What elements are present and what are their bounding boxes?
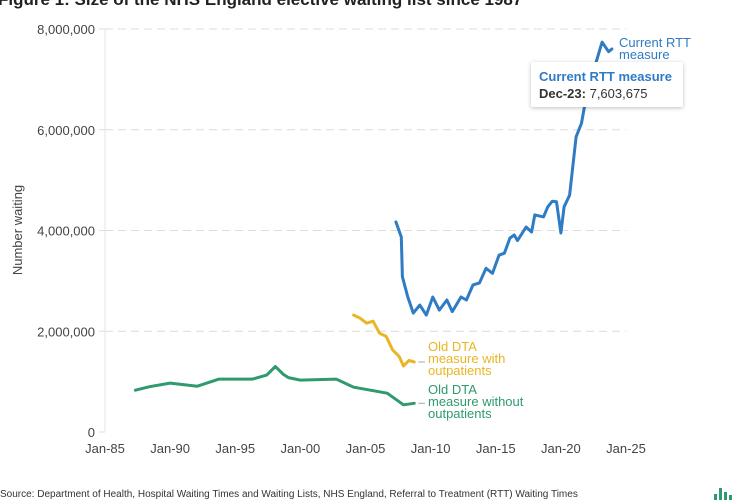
x-tick-label: Jan-20 <box>541 441 581 456</box>
series-line-0[interactable] <box>394 40 614 317</box>
gridlines <box>99 28 626 433</box>
x-tick-label: Jan-10 <box>411 441 451 456</box>
series-label: measure with <box>428 351 505 366</box>
y-tick-labels: 0 2,000,000 4,000,000 6,000,000 8,000,000 <box>37 22 95 440</box>
series-label: measure <box>619 47 670 62</box>
y-tick-label: 4,000,000 <box>37 224 95 239</box>
series-label: Current RTT <box>619 35 691 50</box>
y-tick-label: 6,000,000 <box>37 123 95 138</box>
tooltip-series: Current RTT measure <box>539 69 672 84</box>
x-tick-label: Jan-85 <box>85 441 125 456</box>
y-tick-label: 2,000,000 <box>37 324 95 339</box>
x-tick-label: Jan-00 <box>281 441 321 456</box>
x-tick-label: Jan-05 <box>346 441 386 456</box>
x-tick-label: Jan-15 <box>476 441 516 456</box>
x-tick-label: Jan-95 <box>215 441 255 456</box>
x-tick-labels: Jan-85 Jan-90 Jan-95 Jan-00 Jan-05 Jan-10 Jan-… <box>85 441 646 456</box>
tooltip-value: 7,603,675 <box>589 86 648 101</box>
series-label: measure without <box>428 394 524 409</box>
series-label: outpatients <box>428 406 492 421</box>
series-line-2[interactable] <box>133 365 416 407</box>
y-tick-label: 0 <box>88 425 95 440</box>
tooltip: Current RTT measure Dec-23: 7,603,675 <box>531 62 683 107</box>
source-note: Source: Department of Health, Hospital W… <box>0 489 578 500</box>
series-lines <box>133 40 614 407</box>
series-line-1[interactable] <box>352 313 416 368</box>
x-tick-label: Jan-90 <box>150 441 190 456</box>
y-tick-label: 8,000,000 <box>37 22 95 37</box>
chart-title: Figure 1: Size of the NHS England electi… <box>0 0 522 10</box>
tooltip-date: Dec-23: <box>539 86 586 101</box>
x-tick-label: Jan-25 <box>606 441 646 456</box>
series-label: Old DTA <box>428 382 477 397</box>
series-label: Old DTA <box>428 339 477 354</box>
y-axis-label: Number waiting <box>10 185 25 275</box>
series-label: outpatients <box>428 363 492 378</box>
